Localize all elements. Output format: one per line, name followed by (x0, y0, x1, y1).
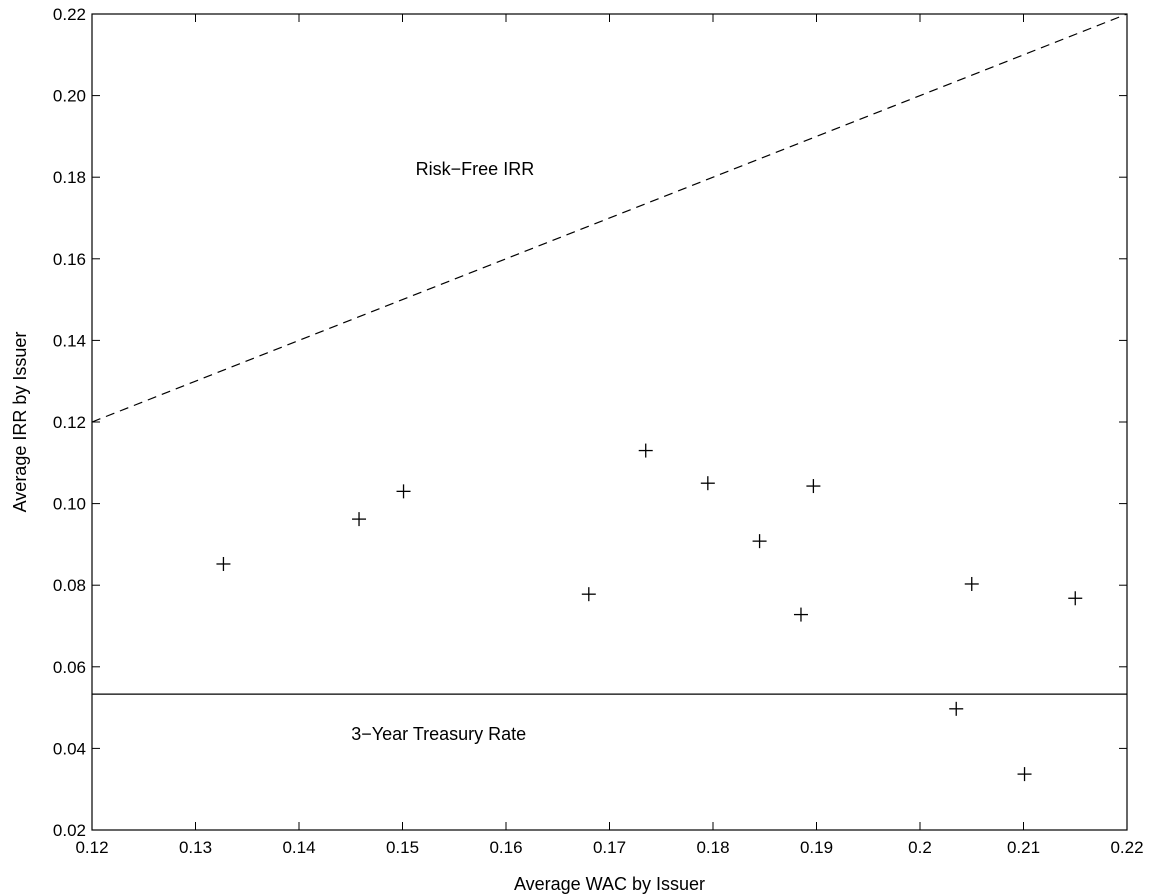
y-tick-label: 0.12 (53, 413, 86, 432)
y-tick-label: 0.02 (53, 821, 86, 840)
x-tick-label: 0.2 (908, 838, 932, 857)
y-tick-label: 0.20 (53, 87, 86, 106)
x-tick-label: 0.13 (179, 838, 212, 857)
data-point (700, 476, 715, 491)
y-tick-label: 0.04 (53, 739, 86, 758)
y-tick-label: 0.10 (53, 495, 86, 514)
y-tick-label: 0.08 (53, 576, 86, 595)
data-point (216, 556, 231, 571)
risk-free-irr-line (91, 13, 1128, 423)
x-tick-label: 0.22 (1110, 838, 1143, 857)
data-point (1017, 767, 1032, 782)
y-tick-label: 0.14 (53, 331, 86, 350)
y-axis-label: Average IRR by Issuer (10, 332, 30, 513)
x-tick-label: 0.19 (800, 838, 833, 857)
x-tick-label: 0.18 (696, 838, 729, 857)
x-axis: 0.12 0.13 0.14 0.15 0.16 0.17 0.18 0.19 0.2 0.21 0… (75, 14, 1144, 857)
plot-area: Risk−Free IRR 3−Year Treasury Rate (91, 13, 1128, 782)
data-point (793, 607, 808, 622)
y-tick-label: 0.06 (53, 658, 86, 677)
x-tick-label: 0.14 (282, 838, 315, 857)
x-tick-label: 0.12 (75, 838, 108, 857)
y-tick-label: 0.18 (53, 168, 86, 187)
data-point (581, 587, 596, 602)
data-point (352, 512, 367, 527)
x-tick-label: 0.17 (593, 838, 626, 857)
data-point (396, 484, 411, 499)
data-point (949, 701, 964, 716)
x-axis-label: Average WAC by Issuer (514, 874, 705, 894)
data-point (752, 534, 767, 549)
risk-free-irr-label: Risk−Free IRR (416, 159, 535, 179)
x-tick-label: 0.21 (1007, 838, 1040, 857)
treasury-rate-label: 3−Year Treasury Rate (351, 724, 526, 744)
x-tick-label: 0.16 (489, 838, 522, 857)
y-axis: 0.02 0.04 0.06 0.08 0.10 0.12 0.14 0.16 0.18 0.20… (53, 5, 1127, 840)
y-tick-label: 0.16 (53, 250, 86, 269)
x-tick-label: 0.15 (386, 838, 419, 857)
data-point (1068, 591, 1083, 606)
data-point (638, 443, 653, 458)
data-point (964, 576, 979, 591)
y-tick-label: 0.22 (53, 5, 86, 24)
data-point (806, 479, 821, 494)
